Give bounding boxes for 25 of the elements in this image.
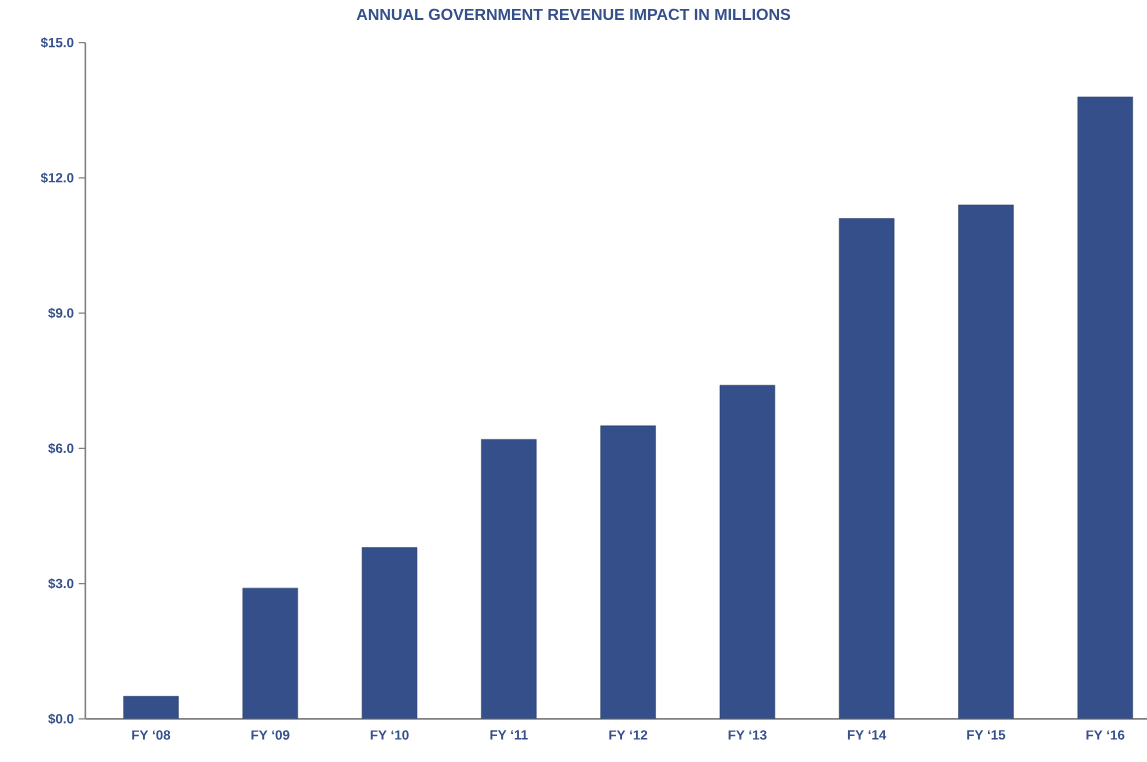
x-tick-label: FY ‘16 bbox=[1086, 730, 1125, 740]
x-tick-label: FY ‘08 bbox=[132, 730, 171, 740]
x-tick-label: FY ‘10 bbox=[370, 730, 409, 740]
bar bbox=[123, 696, 179, 720]
bar bbox=[958, 204, 1014, 720]
bar bbox=[1077, 96, 1133, 720]
x-tick-label: FY ‘13 bbox=[728, 730, 767, 740]
bar bbox=[719, 385, 776, 720]
chart-title: ANNUAL GOVERNMENT REVENUE IMPACT IN MILLIONS bbox=[356, 8, 791, 21]
bar bbox=[600, 425, 656, 720]
x-tick-label: FY ‘12 bbox=[609, 730, 648, 740]
y-tick-label: $12.0 bbox=[40, 172, 74, 184]
bar bbox=[242, 588, 298, 720]
bar bbox=[361, 547, 418, 720]
x-tick-label: FY ‘15 bbox=[967, 730, 1006, 740]
y-tick-label: $9.0 bbox=[48, 307, 74, 319]
bar bbox=[838, 218, 895, 720]
x-tick-label: FY ‘09 bbox=[251, 730, 290, 740]
bar bbox=[481, 439, 537, 720]
y-tick-label: $15.0 bbox=[40, 37, 74, 49]
y-tick-label: $6.0 bbox=[48, 443, 74, 455]
x-tick-label: FY ‘11 bbox=[490, 730, 528, 740]
y-tick-label: $0.0 bbox=[48, 713, 74, 725]
x-tick-label: FY ‘14 bbox=[847, 730, 887, 740]
y-tick-label: $3.0 bbox=[48, 578, 74, 590]
